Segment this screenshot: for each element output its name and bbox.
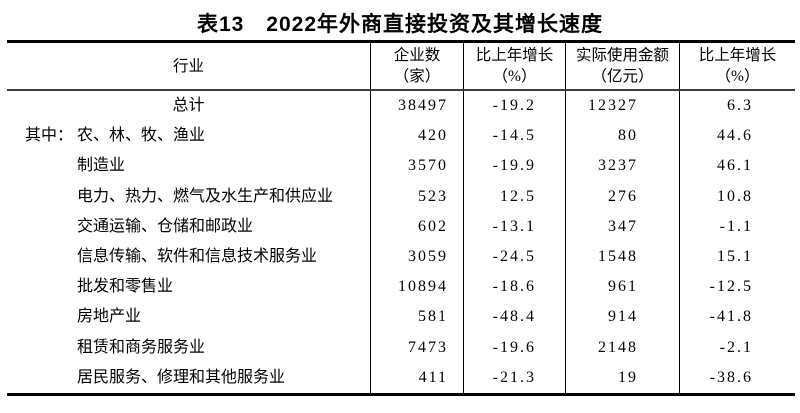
- enterprises-growth-cell: -48.4: [463, 302, 565, 333]
- enterprises-cell: 7473: [370, 332, 463, 363]
- amount-growth-cell: 15.1: [679, 241, 795, 273]
- amount-growth-cell: -12.5: [679, 272, 795, 303]
- industry-cell: 信息传输、软件和信息技术服务业: [77, 247, 318, 265]
- table-row: 总计 38497 -19.2 12327 6.3: [7, 91, 795, 122]
- industry-cell: 交通运输、仓储和邮政业: [77, 217, 254, 235]
- table-header-row: 行业 企业数 （家） 比上年增长 （%） 实际使用金额 （亿元） 比上年增长 （…: [7, 43, 795, 91]
- amount-growth-cell: -1.1: [679, 211, 795, 242]
- enterprises-cell: 3059: [370, 241, 463, 273]
- enterprises-cell: 523: [370, 181, 463, 212]
- amount-cell: 12327: [565, 91, 679, 122]
- amount-cell: 3237: [565, 151, 679, 182]
- enterprises-growth-cell: -13.1: [463, 211, 565, 242]
- amount-cell: 1548: [565, 241, 679, 273]
- header-amount-growth-line2: （%）: [715, 68, 760, 85]
- enterprises-growth-cell: -19.9: [463, 151, 565, 182]
- enterprises-cell: 602: [370, 211, 463, 242]
- amount-cell: 914: [565, 302, 679, 333]
- enterprises-cell: 420: [370, 121, 463, 152]
- enterprises-cell: 411: [370, 362, 463, 393]
- table-row: 电力、热力、燃气及水生产和供应业 523 12.5 276 10.8: [7, 181, 795, 212]
- header-enterprises-line1: 企业数: [393, 47, 441, 64]
- table-row: 其中： 农、林、牧、渔业 420 -14.5 80 44.6: [7, 121, 795, 152]
- industry-cell: 房地产业: [77, 308, 142, 326]
- enterprises-cell: 3570: [370, 151, 463, 182]
- header-amount-line1: 实际使用金额: [575, 47, 669, 64]
- among-which-prefix: 其中：: [25, 127, 74, 145]
- amount-cell: 2148: [565, 332, 679, 363]
- enterprises-growth-cell: -14.5: [463, 121, 565, 152]
- enterprises-growth-cell: 12.5: [463, 181, 565, 212]
- amount-cell: 80: [565, 121, 679, 152]
- header-industry: 行业: [7, 43, 370, 89]
- industry-cell: 其中： 农、林、牧、渔业: [7, 121, 370, 151]
- table-row: 批发和零售业 10894 -18.6 961 -12.5: [7, 272, 795, 303]
- header-amount-line2: （亿元）: [591, 68, 654, 85]
- amount-growth-cell: -38.6: [679, 362, 795, 393]
- industry-cell: 制造业: [77, 157, 126, 175]
- industry-cell: 居民服务、修理和其他服务业: [77, 368, 286, 386]
- header-amount-growth-line1: 比上年增长: [698, 47, 777, 64]
- header-enterprises-growth: 比上年增长 （%）: [463, 43, 565, 89]
- industry-label: 农、林、牧、渔业: [77, 127, 206, 145]
- industry-cell: 批发和零售业: [77, 278, 174, 296]
- enterprises-growth-cell: -19.2: [463, 91, 565, 122]
- table-row: 信息传输、软件和信息技术服务业 3059 -24.5 1548 15.1: [7, 241, 795, 273]
- page-title: 表13 2022年外商直接投资及其增长速度: [196, 13, 604, 36]
- enterprises-cell: 38497: [370, 91, 463, 122]
- header-industry-label: 行业: [172, 57, 204, 75]
- header-enterprises-growth-line2: （%）: [492, 68, 537, 85]
- header-enterprises-line2: （家）: [393, 68, 441, 85]
- table-row: 制造业 3570 -19.9 3237 46.1: [7, 151, 795, 182]
- enterprises-growth-cell: -19.6: [463, 332, 565, 363]
- enterprises-growth-cell: -18.6: [463, 272, 565, 303]
- amount-cell: 961: [565, 272, 679, 303]
- amount-growth-cell: -41.8: [679, 302, 795, 333]
- header-amount: 实际使用金额 （亿元）: [565, 43, 679, 89]
- fdi-table: 行业 企业数 （家） 比上年增长 （%） 实际使用金额 （亿元） 比上年增长 （…: [7, 40, 795, 396]
- table-row: 居民服务、修理和其他服务业 411 -21.3 19 -38.6: [7, 362, 795, 393]
- amount-growth-cell: 6.3: [679, 91, 795, 122]
- industry-cell: 总计: [172, 97, 205, 114]
- amount-cell: 276: [565, 181, 679, 212]
- header-enterprises-growth-line1: 比上年增长: [475, 47, 554, 64]
- header-enterprises: 企业数 （家）: [370, 43, 463, 89]
- table-row: 房地产业 581 -48.4 914 -41.8: [7, 302, 795, 333]
- header-amount-growth: 比上年增长 （%）: [679, 43, 795, 89]
- industry-cell: 租赁和商务服务业: [77, 338, 206, 356]
- table-row: 租赁和商务服务业 7473 -19.6 2148 -2.1: [7, 332, 795, 363]
- table-row: 交通运输、仓储和邮政业 602 -13.1 347 -1.1: [7, 211, 795, 242]
- amount-growth-cell: 44.6: [679, 121, 795, 152]
- amount-cell: 19: [565, 362, 679, 393]
- amount-growth-cell: 46.1: [679, 151, 795, 182]
- enterprises-cell: 10894: [370, 272, 463, 303]
- industry-cell: 电力、热力、燃气及水生产和供应业: [77, 187, 334, 205]
- enterprises-growth-cell: -24.5: [463, 241, 565, 273]
- amount-cell: 347: [565, 211, 679, 242]
- amount-growth-cell: 10.8: [679, 181, 795, 212]
- enterprises-growth-cell: -21.3: [463, 362, 565, 393]
- enterprises-cell: 581: [370, 302, 463, 333]
- amount-growth-cell: -2.1: [679, 332, 795, 363]
